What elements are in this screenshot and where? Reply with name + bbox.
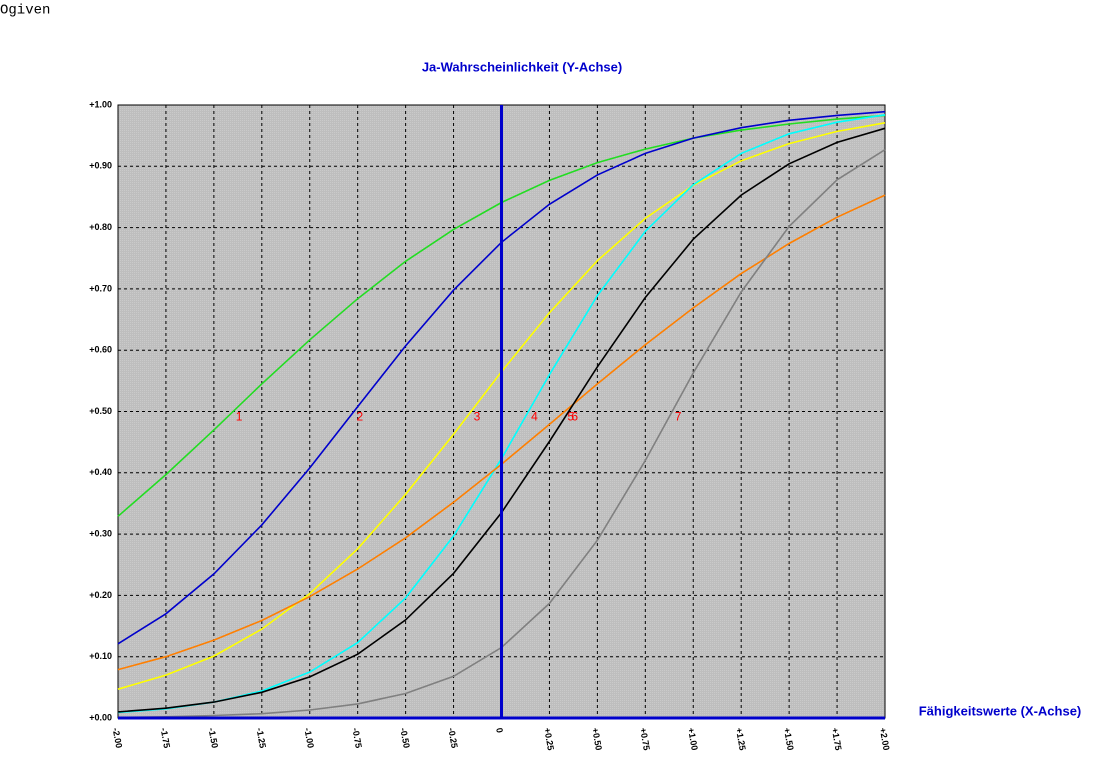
y-tick-label: +0.10	[89, 651, 112, 661]
x-tick-label: -2.00	[111, 727, 124, 749]
series-label: 3	[474, 410, 481, 424]
y-tick-label: +0.20	[89, 590, 112, 600]
y-tick-label: +1.00	[89, 99, 112, 109]
x-tick-label: -0.50	[398, 727, 411, 749]
y-tick-label: +0.80	[89, 222, 112, 232]
x-tick-label: -1.75	[159, 727, 172, 749]
x-tick-label: +0.75	[638, 727, 652, 751]
x-tick-label: -1.00	[302, 727, 315, 749]
plot-area: +0.00 +0.10 +0.20 +0.30 +0.40 +0.50 +0.60 +0.70…	[89, 99, 891, 751]
y-tick-label: +0.00	[89, 712, 112, 722]
x-tick-label: +1.25	[734, 727, 748, 751]
x-axis-title: Fähigkeitswerte (X-Achse)	[919, 703, 1082, 718]
x-tick-label: +1.50	[782, 727, 796, 751]
x-tick-label: +0.25	[542, 727, 556, 751]
series-label: 1	[236, 410, 243, 424]
x-tick-label: -0.75	[350, 727, 363, 749]
y-tick-label: +0.60	[89, 345, 112, 355]
chart-title: Ogiven	[0, 3, 50, 19]
x-tick-label: -1.25	[255, 727, 268, 749]
x-tick-label: +0.50	[590, 727, 604, 751]
series-label: 2	[357, 410, 364, 424]
y-tick-label: +0.30	[89, 528, 112, 538]
x-tick-label: +2.00	[878, 727, 892, 751]
y-tick-label: +0.70	[89, 283, 112, 293]
series-label: 5	[567, 410, 574, 424]
y-tick-label: +0.40	[89, 467, 112, 477]
series-label: 6	[571, 410, 578, 424]
series-label: 7	[675, 410, 682, 424]
x-tick-label: -0.25	[446, 727, 459, 749]
series-label: 4	[531, 410, 538, 424]
y-axis-title: Ja-Wahrscheinlichkeit (Y-Achse)	[422, 59, 622, 74]
x-tick-label: +1.75	[830, 727, 844, 751]
y-tick-label: +0.90	[89, 161, 112, 171]
y-tick-label: +0.50	[89, 406, 112, 416]
x-tick-label: -1.50	[207, 727, 220, 749]
x-tick-label: +1.00	[686, 727, 700, 751]
x-tick-label: 0	[494, 727, 505, 734]
